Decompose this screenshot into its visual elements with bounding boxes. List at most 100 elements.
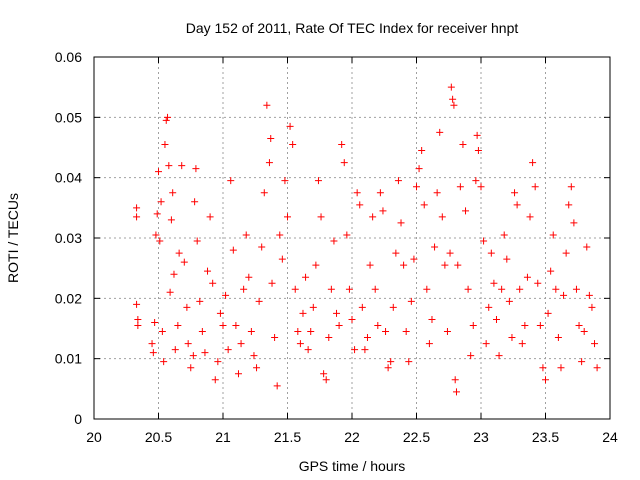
- data-point: [366, 261, 374, 269]
- data-point: [133, 204, 141, 212]
- data-point: [464, 285, 472, 293]
- data-point: [549, 231, 557, 239]
- axis-tick-labels: 20 20.5 21 21.5 22 22.5 23 23.5 24 0 0.01 0.02 0.03 0…: [55, 49, 618, 445]
- data-point: [487, 249, 495, 257]
- data-point: [423, 285, 431, 293]
- data-point: [284, 213, 291, 221]
- data-point: [314, 177, 322, 185]
- data-point: [327, 285, 335, 293]
- data-point: [278, 255, 286, 263]
- data-point: [552, 285, 560, 293]
- data-point: [276, 231, 284, 239]
- data-point: [580, 328, 588, 336]
- data-point: [291, 285, 299, 293]
- data-point: [296, 340, 304, 348]
- data-point: [320, 370, 328, 378]
- data-point: [588, 303, 596, 311]
- y-axis-label: ROTI / TECUs: [5, 193, 21, 283]
- data-point: [222, 291, 230, 299]
- data-point: [539, 364, 547, 372]
- data-point: [134, 321, 142, 329]
- data-point: [183, 303, 191, 311]
- data-point: [431, 243, 439, 251]
- data-point: [260, 189, 268, 197]
- data-point: [443, 328, 451, 336]
- data-point: [302, 273, 310, 281]
- data-point: [338, 140, 346, 148]
- data-point: [454, 261, 462, 269]
- data-point: [214, 358, 222, 366]
- data-point: [242, 231, 250, 239]
- data-point: [456, 183, 464, 191]
- data-point: [299, 309, 307, 317]
- data-point: [180, 258, 188, 266]
- data-point: [420, 201, 428, 209]
- data-point: [376, 189, 384, 197]
- data-point: [410, 255, 418, 263]
- data-point: [562, 249, 570, 257]
- data-point: [253, 364, 261, 372]
- data-point: [490, 279, 498, 287]
- data-point: [148, 340, 156, 348]
- y-tick-label: 0.06: [55, 49, 82, 65]
- data-point: [418, 147, 426, 155]
- y-tick-label: 0.03: [55, 230, 82, 246]
- data-point: [247, 328, 255, 336]
- data-point: [258, 243, 266, 251]
- data-point: [149, 349, 157, 357]
- data-point: [505, 297, 513, 305]
- x-tick-label: 21.5: [274, 429, 301, 445]
- data-point: [161, 140, 169, 148]
- data-point: [162, 116, 170, 124]
- data-point: [151, 318, 159, 326]
- data-point: [400, 261, 408, 269]
- data-point: [356, 201, 364, 209]
- data-point: [379, 207, 387, 215]
- x-tick-label: 22: [344, 429, 360, 445]
- data-point: [268, 279, 276, 287]
- data-point: [153, 210, 161, 218]
- data-point: [358, 303, 366, 311]
- data-point: [382, 328, 390, 336]
- data-point: [193, 237, 201, 245]
- data-point: [433, 189, 441, 197]
- x-axis-label: GPS time / hours: [299, 458, 406, 474]
- data-point: [450, 101, 458, 109]
- data-point: [392, 249, 400, 257]
- x-tick-label: 22.5: [403, 429, 430, 445]
- data-point: [196, 297, 204, 305]
- data-point: [477, 183, 485, 191]
- data-point: [363, 334, 371, 342]
- data-point: [415, 165, 423, 173]
- data-point: [570, 219, 578, 227]
- data-point: [473, 131, 481, 139]
- data-point: [307, 328, 315, 336]
- data-point: [330, 237, 338, 245]
- x-tick-label: 23.5: [532, 429, 559, 445]
- data-point: [402, 328, 410, 336]
- data-point: [565, 201, 573, 209]
- data-point: [340, 159, 348, 167]
- data-point: [234, 370, 242, 378]
- chart-title: Day 152 of 2011, Rate Of TEC Index for r…: [186, 20, 519, 36]
- data-point: [534, 279, 542, 287]
- data-point: [348, 315, 356, 323]
- data-point: [485, 303, 493, 311]
- data-point: [204, 267, 212, 275]
- data-point: [521, 321, 529, 329]
- data-point: [572, 285, 580, 293]
- data-point: [227, 177, 235, 185]
- data-point: [325, 334, 333, 342]
- data-point: [211, 376, 219, 384]
- data-point: [158, 328, 166, 336]
- data-point: [462, 207, 470, 215]
- data-point: [333, 309, 341, 317]
- data-point: [585, 291, 593, 299]
- data-point: [335, 321, 343, 329]
- data-point: [500, 231, 508, 239]
- data-point: [387, 358, 395, 366]
- data-point: [245, 273, 253, 281]
- data-point: [384, 364, 392, 372]
- data-point: [575, 321, 583, 329]
- data-point: [281, 177, 289, 185]
